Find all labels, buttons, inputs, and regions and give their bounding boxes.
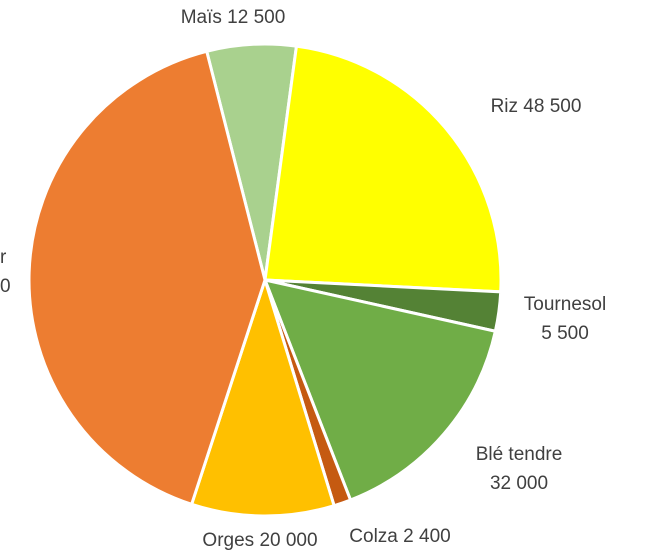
slice-label: Orges 20 000 [202,530,317,551]
pie-slice [189,275,336,518]
slice-value-label: 20 000 [259,530,317,551]
slice-name: Orges [202,530,254,551]
slice-label: Maïs 12 500 [181,7,286,28]
slice-value-label: 5 500 [541,323,589,344]
cut-label: r [0,247,7,268]
slice-value-label: 48 500 [523,96,581,117]
slice-name: Maïs [181,7,222,28]
pie-slice [27,49,267,507]
slice-value-label: 2 400 [403,526,451,547]
slice-name: Colza [349,526,398,547]
slice-label: Tournesol [524,294,606,315]
pie-slice [263,44,503,294]
slice-value-label: 32 000 [490,473,548,494]
slice-name: Riz [491,96,518,117]
slice-label: Blé tendre [476,444,563,465]
slice-label: Colza 2 400 [349,526,450,547]
pie-slice [262,277,498,502]
cut-label: 0 [0,276,11,297]
slice-value-label: 12 500 [227,7,285,28]
slice-label: Riz 48 500 [491,96,582,117]
